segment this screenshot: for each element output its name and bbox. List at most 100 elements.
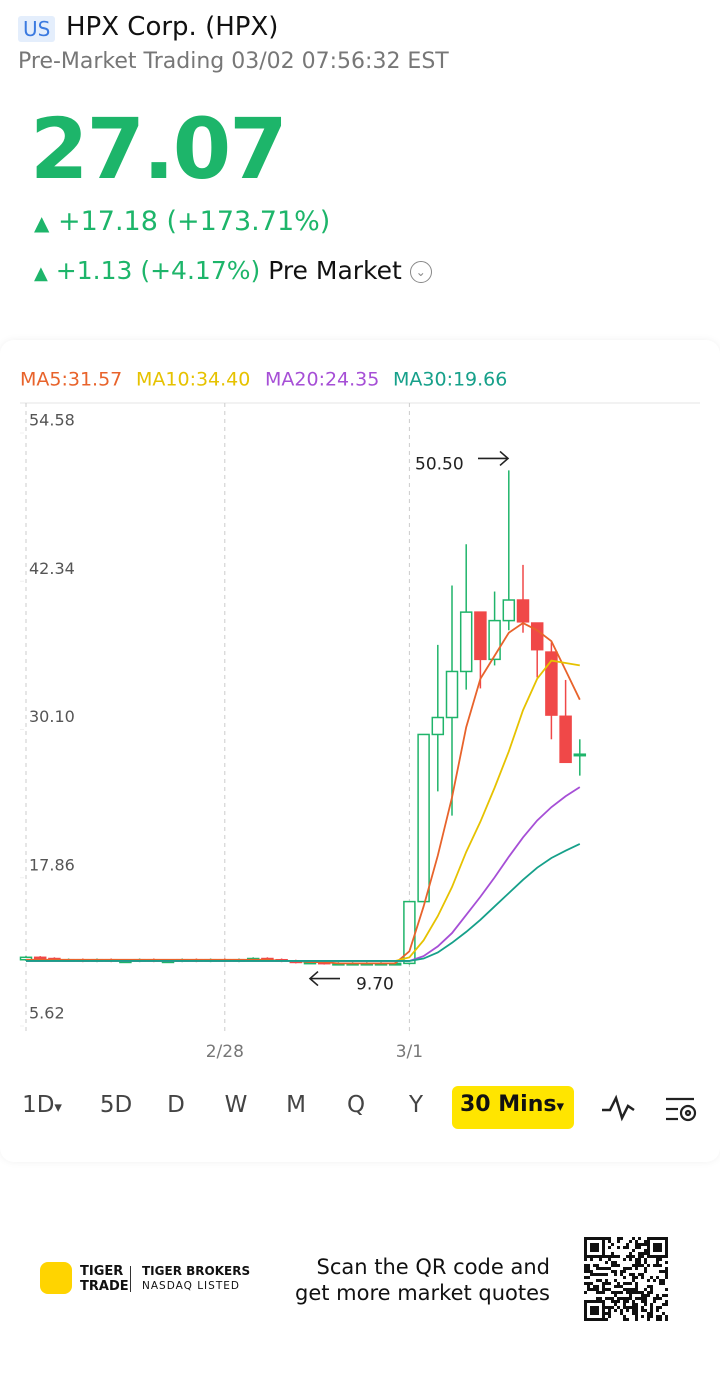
qr-cell — [605, 1288, 608, 1291]
qr-cell — [626, 1309, 629, 1312]
logo-top: TIGER — [80, 1264, 124, 1279]
qr-cell — [644, 1300, 647, 1303]
tab[interactable]: 1D▾ — [22, 1092, 62, 1118]
qr-cell — [611, 1291, 614, 1294]
tab[interactable]: D — [167, 1092, 185, 1118]
arrow-head — [308, 970, 319, 987]
qr-cell — [644, 1249, 647, 1252]
qr-cell — [608, 1267, 611, 1270]
qr-cell — [602, 1285, 605, 1288]
qr-cell — [614, 1279, 617, 1282]
qr-cell — [632, 1255, 635, 1258]
qr-cell — [656, 1309, 659, 1312]
qr-cell — [584, 1282, 587, 1285]
qr-cell — [626, 1291, 629, 1294]
qr-cell — [623, 1318, 626, 1321]
qr-cell — [638, 1261, 641, 1264]
qr-cell — [590, 1282, 593, 1285]
qr-cell — [590, 1270, 593, 1273]
qr-cell — [608, 1246, 611, 1249]
qr-cell — [635, 1243, 638, 1246]
qr-cell — [608, 1297, 611, 1300]
tab[interactable]: M — [286, 1092, 306, 1118]
qr-cell — [611, 1252, 614, 1255]
qr-cell — [662, 1312, 665, 1315]
candle-body — [516, 599, 530, 623]
qr-cell — [608, 1315, 611, 1318]
y-tick-label: 54.58 — [29, 411, 75, 430]
qr-cell — [641, 1294, 644, 1297]
dropdown-icon[interactable]: ⌄ — [409, 261, 432, 283]
qr-cell — [626, 1243, 629, 1246]
qr-cell — [590, 1243, 599, 1252]
qr-cell — [665, 1261, 668, 1264]
annotation-label: 50.50 — [415, 454, 464, 474]
qr-cell — [584, 1300, 605, 1321]
qr-cell — [656, 1261, 659, 1264]
qr-cell — [635, 1240, 638, 1243]
tab[interactable]: Y — [408, 1092, 424, 1118]
qr-cell — [590, 1258, 593, 1261]
qr-cell — [602, 1288, 605, 1291]
qr-cell — [608, 1306, 611, 1309]
qr-cell — [632, 1300, 635, 1303]
tab[interactable]: Q — [346, 1092, 366, 1118]
qr-cell — [623, 1267, 626, 1270]
settings-icon[interactable] — [666, 1097, 697, 1122]
qr-cell — [596, 1267, 599, 1270]
qr-cell — [587, 1282, 590, 1285]
tab[interactable]: W — [224, 1092, 248, 1118]
qr-cell — [629, 1294, 632, 1297]
qr-cell — [650, 1309, 653, 1312]
indicator-icon[interactable] — [602, 1094, 635, 1122]
qr-cell — [608, 1258, 611, 1261]
qr-cell — [608, 1288, 611, 1291]
qr-cell — [635, 1261, 638, 1264]
qr-cell — [629, 1288, 632, 1291]
qr-cell — [599, 1258, 602, 1261]
broker: TIGER BROKERS — [142, 1264, 251, 1278]
qr-cell — [641, 1252, 644, 1255]
qr-code[interactable] — [584, 1237, 668, 1321]
qr-cell — [617, 1285, 620, 1288]
qr-cell — [665, 1315, 668, 1318]
qr-cell — [626, 1297, 629, 1300]
qr-cell — [614, 1300, 617, 1303]
qr-cell — [644, 1243, 647, 1246]
qr-cell — [650, 1288, 653, 1291]
qr-cell — [665, 1267, 668, 1270]
qr-cell — [665, 1288, 668, 1291]
candle-body — [417, 733, 430, 903]
qr-cell — [632, 1279, 635, 1282]
qr-cell — [587, 1285, 590, 1288]
qr-cell — [623, 1276, 626, 1279]
qr-cell — [608, 1240, 611, 1243]
qr-cell — [596, 1273, 599, 1276]
pre-change: ▲ +1.13 (+4.17%) Pre Market ⌄ — [34, 256, 432, 285]
qr-cell — [647, 1291, 650, 1294]
qr-cell — [620, 1291, 623, 1294]
qr-cell — [623, 1246, 626, 1249]
qr-cell — [629, 1282, 632, 1285]
qr-cell — [587, 1276, 590, 1279]
legend-entry: MA5:31.57 — [20, 369, 122, 391]
qr-cell — [620, 1312, 623, 1315]
qr-cell — [584, 1264, 587, 1267]
qr-cell — [596, 1291, 599, 1294]
qr-cell — [632, 1249, 635, 1252]
qr-cell — [590, 1288, 593, 1291]
qr-cell — [641, 1291, 644, 1294]
qr-cell — [665, 1273, 668, 1276]
qr-cell — [635, 1258, 638, 1261]
qr-cell — [650, 1306, 653, 1309]
qr-cell — [635, 1246, 638, 1249]
change: ▲ +17.18 (+173.71%) — [34, 206, 330, 237]
qr-cell — [623, 1297, 626, 1300]
tab[interactable]: 5D — [99, 1092, 133, 1118]
tab[interactable]: 30 Mins▾ — [460, 1092, 564, 1117]
qr-cell — [632, 1306, 635, 1309]
qr-cell — [653, 1243, 662, 1252]
qr-cell — [638, 1273, 641, 1276]
qr-cell — [608, 1237, 611, 1240]
